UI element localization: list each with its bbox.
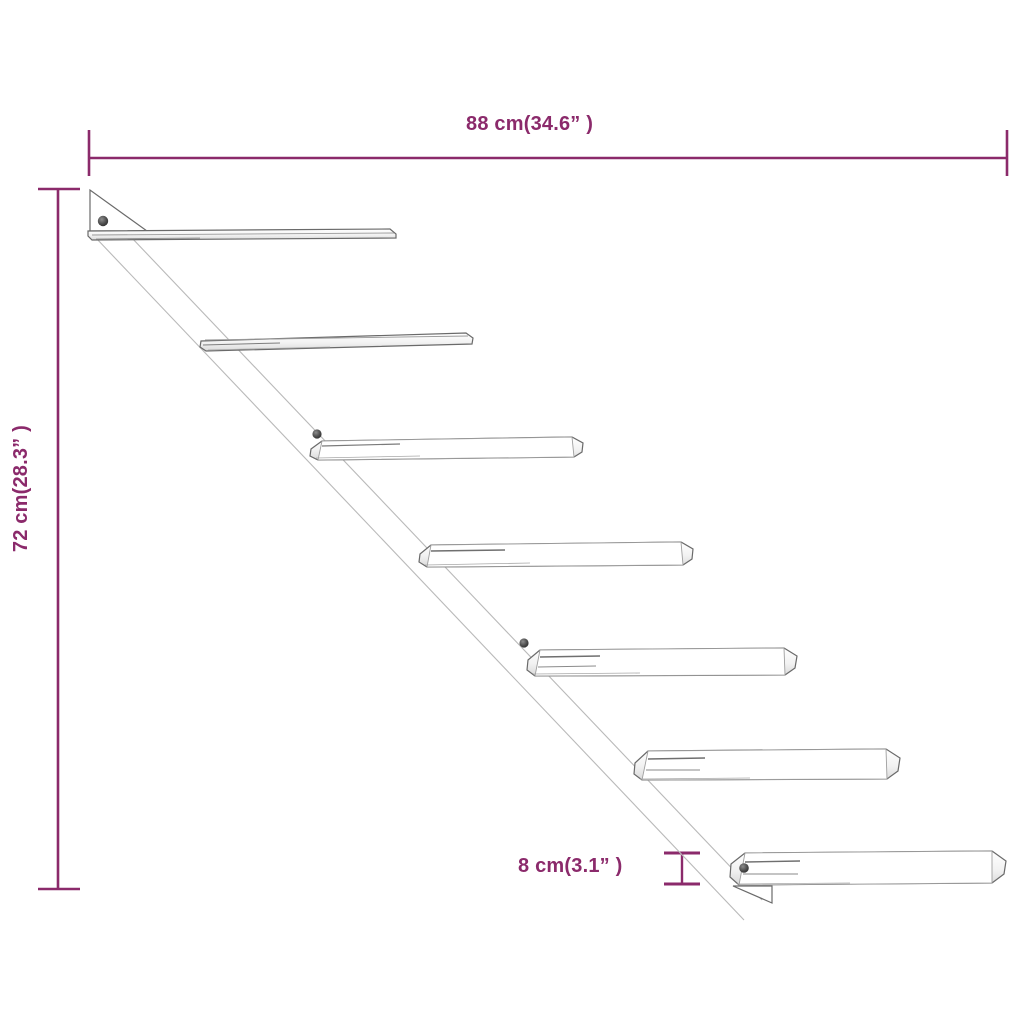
shelf-3	[309, 429, 584, 461]
shelf-1	[87, 188, 397, 241]
shelf-5	[519, 638, 798, 677]
screw-icon	[739, 863, 749, 873]
shelf-6	[633, 748, 901, 781]
shelf-2	[199, 332, 474, 352]
depth-dimension-marker	[664, 851, 700, 886]
height-dimension-line	[38, 187, 80, 891]
shelf-7	[729, 850, 1007, 904]
screw-icon	[312, 429, 322, 439]
shelf-4	[418, 541, 694, 568]
dimension-lines-group	[38, 130, 1009, 891]
width-dimension-line	[87, 130, 1009, 176]
screw-icon	[97, 215, 109, 227]
height-dimension-label: 72 cm(28.3” )	[10, 425, 33, 552]
height-dimension-label-text: 72 cm(28.3” )	[10, 425, 32, 553]
shelf-7-bracket	[732, 885, 773, 904]
guide-line-lower	[95, 237, 745, 921]
depth-dimension-label: 8 cm(3.1” )	[518, 855, 623, 877]
screw-icon	[519, 638, 529, 648]
width-dimension-label: 88 cm(34.6” )	[466, 113, 594, 135]
shelf-1-bracket	[89, 188, 149, 232]
